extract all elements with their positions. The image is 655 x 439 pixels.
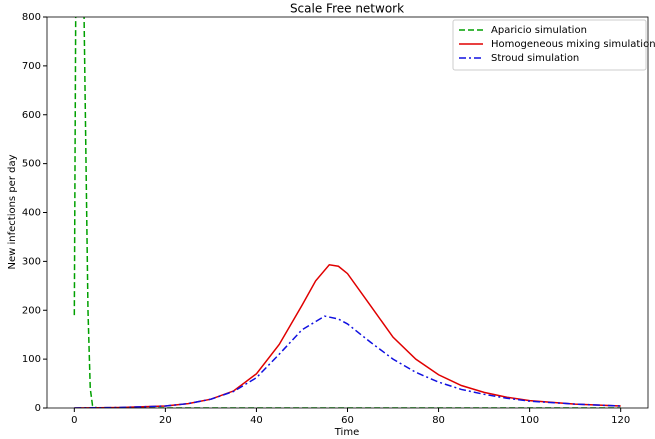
x-tick-label: 0 <box>71 415 77 426</box>
plot-lines <box>73 17 621 408</box>
x-tick-label: 100 <box>520 415 539 426</box>
x-axis-label: Time <box>334 427 359 438</box>
chart-title: Scale Free network <box>290 2 404 16</box>
y-tick-label: 400 <box>22 208 41 219</box>
y-tick-label: 600 <box>22 110 41 121</box>
y-tick-label: 300 <box>22 256 41 267</box>
series-line <box>74 315 621 408</box>
x-tick-label: 80 <box>432 415 445 426</box>
y-tick-label: 200 <box>22 305 41 316</box>
legend-box <box>452 19 647 71</box>
y-tick-label: 700 <box>22 61 41 72</box>
y-tick-label: 500 <box>22 159 41 170</box>
y-axis-label: New infections per day <box>7 154 18 269</box>
y-tick-label: 800 <box>22 12 41 23</box>
x-tick-label: 40 <box>250 415 263 426</box>
x-tick-label: 120 <box>611 415 630 426</box>
y-tick-label: 0 <box>35 403 41 414</box>
legend-label: Aparicio simulation <box>491 25 587 36</box>
plot-frame <box>46 16 649 409</box>
series-line <box>74 263 621 408</box>
legend-label: Stroud simulation <box>491 53 579 64</box>
legend-label: Homogeneous mixing simulation <box>491 39 655 50</box>
y-tick-label: 100 <box>22 354 41 365</box>
x-tick-label: 60 <box>341 415 354 426</box>
x-tick-label: 20 <box>159 415 172 426</box>
